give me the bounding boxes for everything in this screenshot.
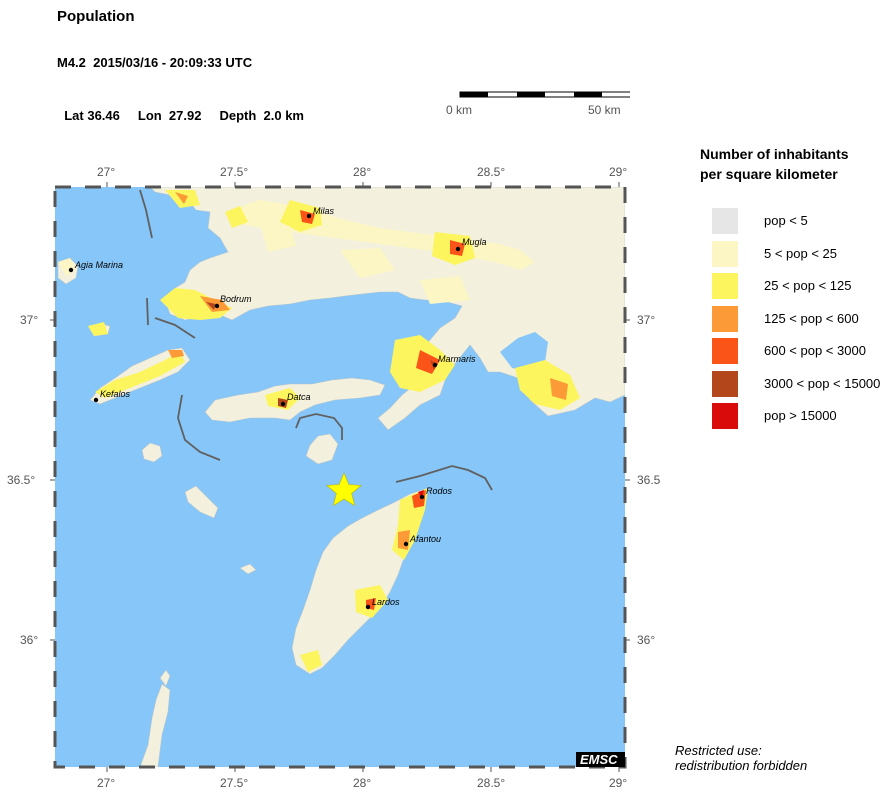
legend-label: 3000 < pop < 15000 — [764, 375, 881, 391]
legend-label: 125 < pop < 600 — [764, 310, 859, 326]
city-lardos: Lardos — [365, 597, 400, 610]
svg-text:Milas: Milas — [313, 206, 335, 216]
land-karpathos — [139, 683, 171, 767]
lat-tick-left-36: 36° — [20, 633, 38, 647]
legend-item: pop > 15000 — [712, 403, 880, 436]
legend-title-line2: per square kilometer — [700, 166, 838, 182]
legend-item: 5 < pop < 25 — [712, 240, 880, 274]
map-title: Population — [57, 8, 135, 25]
city-mugla: Mugla — [455, 237, 487, 252]
marmaris-bay — [500, 332, 548, 372]
legend-swatch — [712, 240, 738, 267]
svg-text:Agia Marina: Agia Marina — [74, 260, 123, 270]
legend-label: 600 < pop < 3000 — [764, 343, 866, 358]
event-coordinates: Lat 36.46 Lon 27.92 Depth 2.0 km — [57, 93, 322, 123]
lon-tick-bottom-27-5: 27.5° — [220, 776, 248, 790]
event-info: M4.2 2015/03/16 - 20:09:33 UTC — [57, 55, 253, 70]
lon-tick-top-27-5: 27.5° — [220, 165, 248, 179]
depth-label: Depth 2.0 km — [219, 108, 304, 123]
land-rhodes — [291, 487, 429, 675]
emsc-logo: EMSC — [576, 752, 625, 767]
legend-title: Number of inhabitants per square kilomet… — [700, 144, 849, 184]
legend-item: 600 < pop < 3000 — [712, 338, 880, 371]
legend-label: 25 < pop < 125 — [764, 278, 852, 293]
lat-tick-left-37: 37° — [20, 313, 38, 327]
lat-tick-left-36-5: 36.5° — [7, 473, 35, 487]
city-rodos: Rodos — [419, 486, 453, 500]
svg-text:Mugla: Mugla — [462, 237, 487, 247]
lon-tick-top-27: 27° — [97, 165, 115, 179]
longitude-label: Lon 27.92 — [137, 108, 202, 123]
scale-bar: 0 km 50 km — [446, 91, 630, 117]
usage-notice-line2: redistribution forbidden — [675, 758, 808, 773]
legend-swatch — [712, 273, 738, 299]
lat-tick-right-36: 36° — [637, 633, 655, 647]
legend-item: pop < 5 — [712, 208, 880, 241]
legend-swatch — [712, 370, 738, 397]
city-milas: Milas — [306, 206, 335, 219]
lon-tick-bottom-28-5: 28.5° — [477, 776, 505, 790]
legend-label: 5 < pop < 25 — [764, 245, 838, 261]
land-islet-2 — [239, 563, 257, 575]
svg-text:Lardos: Lardos — [372, 597, 400, 607]
latitude-label: Lat 36.46 — [64, 108, 120, 123]
legend-swatch — [712, 208, 738, 234]
lat-tick-right-36-5: 36.5° — [637, 473, 660, 487]
population-density — [58, 190, 580, 672]
legend-item: 3000 < pop < 15000 — [712, 370, 881, 404]
svg-text:Afantou: Afantou — [409, 534, 441, 544]
usage-notice-line1: Restricted use: — [675, 743, 762, 758]
frame-ticks — [50, 182, 630, 772]
city-kefalos: Kefalos — [93, 389, 131, 403]
svg-text:Datca: Datca — [287, 392, 311, 402]
city-marmaris: Marmaris — [432, 354, 476, 368]
lon-tick-top-29: 29° — [609, 165, 627, 179]
svg-text:Kefalos: Kefalos — [100, 389, 131, 399]
lon-tick-top-28-5: 28.5° — [477, 165, 505, 179]
city-agia-marina: Agia Marina — [68, 260, 123, 273]
legend: pop < 5 5 < pop < 25 25 < pop < 125 125 … — [712, 208, 880, 436]
epicenter-star-icon — [326, 472, 362, 507]
svg-text:EMSC: EMSC — [580, 752, 618, 767]
svg-text:Bodrum: Bodrum — [220, 294, 252, 304]
city-bodrum: Bodrum — [214, 294, 252, 309]
city-afantou: Afantou — [403, 534, 441, 547]
population-map: 27° 27.5° 28° 28.5° 29° 27° 27.5° 28° 28… — [7, 165, 660, 790]
lon-tick-bottom-28: 28° — [353, 776, 371, 790]
legend-label: pop > 15000 — [764, 408, 837, 423]
legend-swatch — [712, 403, 738, 429]
svg-text:Marmaris: Marmaris — [438, 354, 476, 364]
legend-swatch — [712, 305, 738, 332]
legend-title-line1: Number of inhabitants — [700, 146, 849, 162]
lon-tick-bottom-27: 27° — [97, 776, 115, 790]
city-datca: Datca — [280, 392, 311, 407]
legend-swatch — [712, 338, 738, 364]
usage-notice: Restricted use: redistribution forbidden — [675, 743, 807, 773]
legend-label: pop < 5 — [764, 213, 808, 228]
lon-tick-bottom-29: 29° — [609, 776, 627, 790]
map-frame — [53, 185, 627, 769]
land-nisyros — [141, 442, 163, 463]
land-tilos — [184, 485, 219, 519]
lon-tick-top-28: 28° — [353, 165, 371, 179]
legend-item: 25 < pop < 125 — [712, 273, 880, 306]
fault-lines — [139, 189, 493, 491]
lat-tick-right-37: 37° — [637, 313, 655, 327]
svg-text:Rodos: Rodos — [426, 486, 453, 496]
scale-end-label: 50 km — [588, 103, 621, 117]
land-symi — [305, 433, 339, 465]
scale-start-label: 0 km — [446, 103, 472, 117]
legend-item: 125 < pop < 600 — [712, 305, 880, 339]
land-saria — [159, 669, 171, 687]
